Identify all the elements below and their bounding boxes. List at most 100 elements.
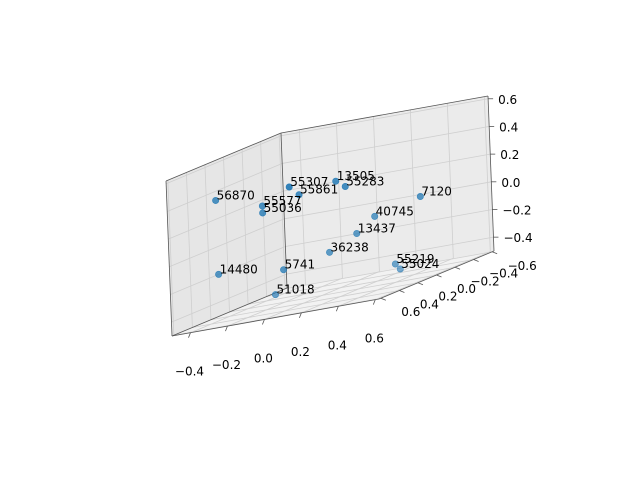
- grid-line-y-left: [278, 133, 286, 289]
- data-point: [280, 266, 288, 274]
- grid-line-z-back: [281, 98, 489, 137]
- x-tick-label: −0.2: [212, 358, 241, 372]
- point-label: 55577: [263, 194, 301, 208]
- point-label: 56870: [217, 188, 255, 202]
- grid-line-x-back: [446, 103, 454, 259]
- z-tick-label: 0.0: [501, 176, 520, 190]
- point-label: 55861: [300, 183, 338, 197]
- grid-line-y-left: [204, 164, 212, 320]
- z-axis-line: [487, 95, 495, 252]
- y-tick-label: −0.2: [470, 274, 499, 288]
- back-left-edge: [280, 132, 288, 289]
- x-tick-label: 0.6: [365, 332, 384, 346]
- point-label: 13437: [358, 222, 396, 236]
- grid-line-x-back: [409, 109, 417, 265]
- y-tick-label: 0.4: [420, 297, 439, 311]
- axis-panes: [166, 96, 494, 336]
- grid-line-z-left: [170, 246, 286, 295]
- grid-line-y-left: [241, 149, 249, 305]
- y-tick-label: 0.0: [457, 282, 476, 296]
- data-point: [285, 183, 293, 191]
- point-label: 14480: [220, 262, 258, 276]
- y-tick-mark: [454, 266, 461, 270]
- point-label: 55036: [264, 201, 302, 215]
- point-label: 51018: [276, 283, 314, 297]
- z-tick-label: −0.4: [503, 231, 532, 245]
- left-bottom-edge: [171, 287, 288, 337]
- grid-line-x-back: [373, 116, 380, 272]
- x-tick-mark: [262, 319, 265, 325]
- axis-lines: [165, 95, 499, 338]
- data-point: [259, 209, 267, 217]
- grid-line-z-back: [282, 126, 490, 164]
- data-point: [391, 260, 399, 268]
- y-tick-mark: [473, 259, 479, 262]
- grid-line-y-floor: [210, 282, 419, 321]
- back-pane: [281, 96, 494, 288]
- x-tick-mark: [188, 332, 191, 338]
- point-label: 5741: [285, 258, 316, 272]
- y-tick-label: 0.6: [401, 305, 420, 319]
- point-label: 55307: [290, 175, 328, 189]
- data-point: [258, 202, 266, 210]
- data-point: [371, 212, 379, 220]
- y-tick-mark: [417, 282, 424, 286]
- grid-line-y-left: [186, 172, 193, 328]
- x-tick-mark: [335, 306, 339, 312]
- point-label: 55283: [346, 174, 384, 188]
- x-axis-line: [171, 298, 380, 337]
- grid-line-y-floor: [192, 290, 400, 328]
- y-tick-mark: [436, 274, 442, 278]
- grid-line-y-floor: [229, 274, 437, 313]
- grid-line-z-left: [165, 135, 282, 185]
- y-tick-mark: [380, 297, 387, 301]
- grid-line-x-back: [336, 123, 343, 279]
- data-point: [212, 196, 220, 204]
- grid-line-z-back: [286, 236, 494, 275]
- data-point: [332, 177, 340, 185]
- y-tick-label: 0.2: [438, 290, 457, 304]
- x-tick-mark: [372, 299, 376, 305]
- point-label: 55024: [401, 257, 439, 271]
- data-point: [353, 230, 361, 238]
- x-tick-mark: [299, 312, 302, 319]
- back-top-edge: [280, 95, 489, 134]
- grid-line-y-left: [260, 141, 267, 297]
- grid-line-y-floor: [173, 297, 381, 336]
- point-label: 55219: [396, 252, 434, 266]
- grid-lines: [165, 96, 494, 336]
- z-tick-label: 0.2: [500, 148, 519, 162]
- data-point: [215, 270, 223, 278]
- data-point: [396, 265, 404, 273]
- grid-line-z-left: [167, 163, 283, 212]
- y-tick-label: −0.4: [489, 267, 518, 281]
- grid-line-z-left: [168, 190, 284, 240]
- point-label: 36238: [331, 240, 369, 254]
- data-points: [212, 177, 424, 299]
- point-label: 13505: [337, 169, 375, 183]
- grid-line-y-left: [223, 156, 230, 313]
- grid-line-y-floor: [266, 259, 474, 297]
- grid-line-y-floor: [247, 266, 456, 305]
- front-left-edge: [165, 180, 173, 337]
- data-point: [416, 192, 424, 200]
- y-tick-mark: [399, 290, 405, 293]
- left-top-edge: [165, 132, 282, 182]
- z-tick-label: 0.6: [498, 93, 517, 107]
- x-tick-label: 0.2: [291, 345, 310, 359]
- grid-line-z-back: [283, 153, 491, 192]
- x-tick-mark: [225, 325, 228, 332]
- grid-line-y-left: [167, 180, 175, 336]
- point-label: 40745: [376, 204, 414, 218]
- x-tick-label: −0.4: [175, 365, 204, 379]
- data-point: [341, 182, 349, 190]
- grid-line-z-back: [284, 181, 492, 220]
- data-point: [295, 191, 303, 199]
- z-tick-label: 0.4: [499, 120, 518, 134]
- grid-line-z-left: [171, 273, 287, 323]
- data-point: [271, 291, 279, 299]
- x-tick-label: 0.4: [328, 338, 347, 352]
- y-tick-label: −0.6: [508, 259, 537, 273]
